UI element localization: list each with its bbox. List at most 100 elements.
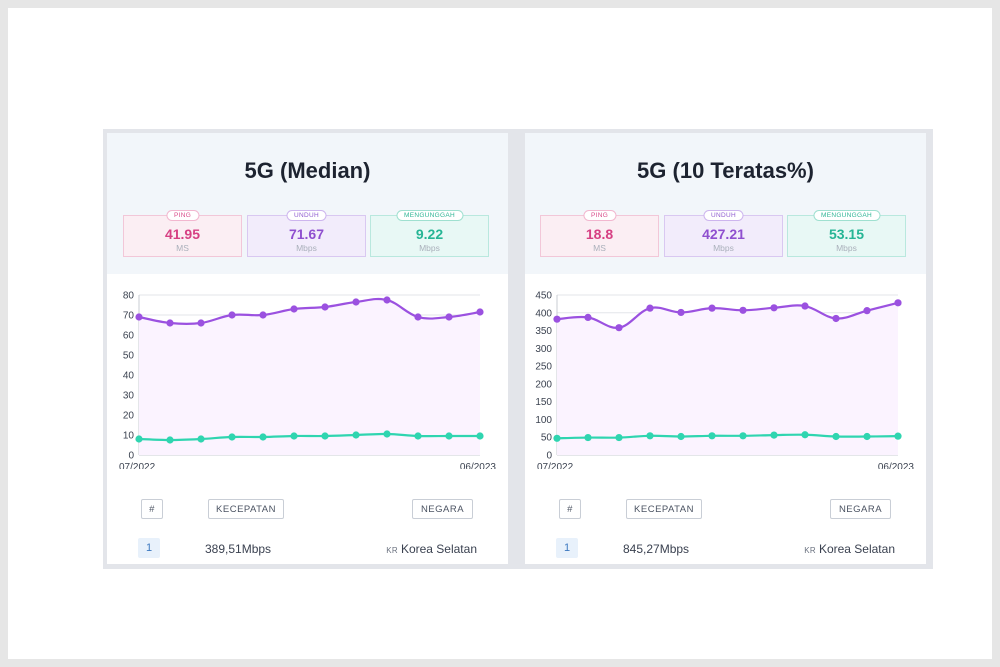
unduh-data-point — [708, 304, 716, 312]
upload-value: 53.15 — [828, 226, 865, 242]
speed-line-chart: 0 50 100 150 200 250 300 350 400 450 07/2022 06/202… — [535, 291, 915, 470]
ping-unit: MS — [176, 243, 189, 253]
country-name: Korea Selatan — [400, 542, 477, 556]
unduh-data-point — [414, 313, 422, 321]
country-header-button[interactable]: NEGARA — [830, 499, 891, 519]
unduh-data-point — [321, 303, 329, 311]
comparison-frame: 5G (Median) PING 41.95 MS UNDUH 71.67 Mb… — [103, 129, 933, 569]
unduh-data-point — [383, 296, 391, 304]
upload-value: 9.22 — [415, 226, 444, 242]
mengunggah-data-point — [414, 432, 422, 440]
unduh-data-point — [553, 315, 561, 323]
upload-label: MENGUNGGAH — [812, 210, 881, 221]
mengunggah-data-point — [135, 435, 143, 443]
download-metric: UNDUH 427.21 Mbps — [664, 210, 783, 257]
download-label: UNDUH — [286, 210, 327, 221]
unduh-data-point — [770, 304, 778, 312]
country-name: Korea Selatan — [818, 542, 895, 556]
unduh-data-point — [290, 305, 298, 313]
panel-top10: 5G (10 Teratas%) PING 18.8 MS UNDUH 427.… — [525, 133, 926, 564]
y-tick-label: 50 — [541, 433, 553, 444]
rank-header-button[interactable]: # — [141, 499, 163, 519]
unduh-data-point — [476, 308, 484, 316]
unduh-area — [139, 298, 480, 455]
mengunggah-data-point — [894, 432, 902, 440]
mengunggah-data-point — [708, 432, 716, 440]
mengunggah-data-point — [166, 436, 174, 444]
ping-value: 41.95 — [164, 226, 201, 242]
mengunggah-data-point — [290, 432, 298, 440]
panel-title: 5G (10 Teratas%) — [637, 158, 814, 183]
unduh-data-point — [677, 308, 685, 317]
unduh-data-point — [894, 299, 902, 307]
unduh-data-point — [739, 306, 747, 314]
unduh-data-point — [228, 311, 236, 319]
rank-badge: 1 — [556, 538, 578, 558]
ping-label: PING — [582, 210, 617, 221]
rank-badge: 1 — [138, 538, 160, 558]
mengunggah-data-point — [832, 432, 840, 441]
ping-unit: MS — [593, 243, 606, 253]
mengunggah-data-point — [584, 433, 592, 442]
download-value: 71.67 — [288, 226, 325, 242]
speed-header-button[interactable]: KECEPATAN — [626, 499, 702, 519]
mengunggah-data-point — [352, 431, 360, 439]
y-tick-label: 30 — [123, 391, 135, 402]
y-tick-label: 40 — [123, 371, 135, 382]
y-tick-label: 300 — [535, 344, 552, 355]
ping-metric: PING 18.8 MS — [540, 210, 659, 257]
unduh-area — [557, 302, 898, 455]
unduh-data-point — [584, 313, 592, 321]
mengunggah-data-point — [383, 430, 391, 438]
x-end-label: 06/2023 — [878, 462, 915, 469]
unduh-data-point — [259, 311, 267, 319]
upload-metric: MENGUNGGAH 53.15 Mbps — [787, 210, 906, 257]
mengunggah-data-point — [677, 432, 685, 441]
unduh-data-point — [863, 307, 871, 315]
mengunggah-data-point — [863, 432, 871, 441]
y-tick-label: 20 — [123, 411, 135, 422]
speed-header-button[interactable]: KECEPATAN — [208, 499, 284, 519]
unduh-data-point — [445, 313, 453, 321]
mengunggah-data-point — [228, 433, 236, 441]
country-header-button[interactable]: NEGARA — [412, 499, 473, 519]
row-country: KR Korea Selatan — [804, 542, 895, 556]
mengunggah-data-point — [615, 433, 623, 442]
mengunggah-data-point — [801, 431, 809, 439]
upload-metric: MENGUNGGAH 9.22 Mbps — [370, 210, 489, 257]
mengunggah-data-point — [321, 432, 329, 440]
panel-median: 5G (Median) PING 41.95 MS UNDUH 71.67 Mb… — [107, 133, 508, 564]
mengunggah-data-point — [770, 431, 778, 439]
x-start-label: 07/2022 — [119, 462, 156, 469]
download-unit: Mbps — [713, 243, 734, 253]
country-code: KR — [804, 546, 816, 555]
ping-label: PING — [165, 210, 200, 221]
download-metric: UNDUH 71.67 Mbps — [247, 210, 366, 257]
y-tick-label: 350 — [535, 326, 552, 337]
row-country: KR Korea Selatan — [386, 542, 477, 556]
unduh-data-point — [135, 313, 143, 321]
mengunggah-data-point — [259, 433, 267, 441]
y-tick-label: 0 — [128, 451, 134, 462]
y-tick-label: 200 — [535, 379, 552, 390]
unduh-data-point — [832, 314, 840, 323]
panel-title: 5G (Median) — [244, 158, 371, 183]
download-unit: Mbps — [296, 243, 317, 253]
x-start-label: 07/2022 — [537, 462, 574, 469]
y-tick-label: 50 — [123, 351, 135, 362]
unduh-data-point — [615, 324, 623, 332]
country-code: KR — [386, 546, 398, 555]
speed-line-chart: 0 10 20 30 40 50 60 70 80 07/2022 06/2023 — [119, 291, 496, 470]
mengunggah-data-point — [445, 432, 453, 440]
y-tick-label: 60 — [123, 331, 135, 342]
unduh-data-point — [801, 302, 809, 310]
rank-header-button[interactable]: # — [559, 499, 581, 519]
page-background: 5G (Median) PING 41.95 MS UNDUH 71.67 Mb… — [8, 8, 992, 659]
ping-metric: PING 41.95 MS — [123, 210, 242, 257]
mengunggah-data-point — [553, 434, 561, 442]
y-tick-label: 250 — [535, 362, 552, 373]
unduh-data-point — [166, 319, 174, 327]
y-tick-label: 80 — [123, 291, 135, 302]
y-tick-label: 70 — [123, 311, 135, 322]
unduh-data-point — [646, 304, 654, 312]
